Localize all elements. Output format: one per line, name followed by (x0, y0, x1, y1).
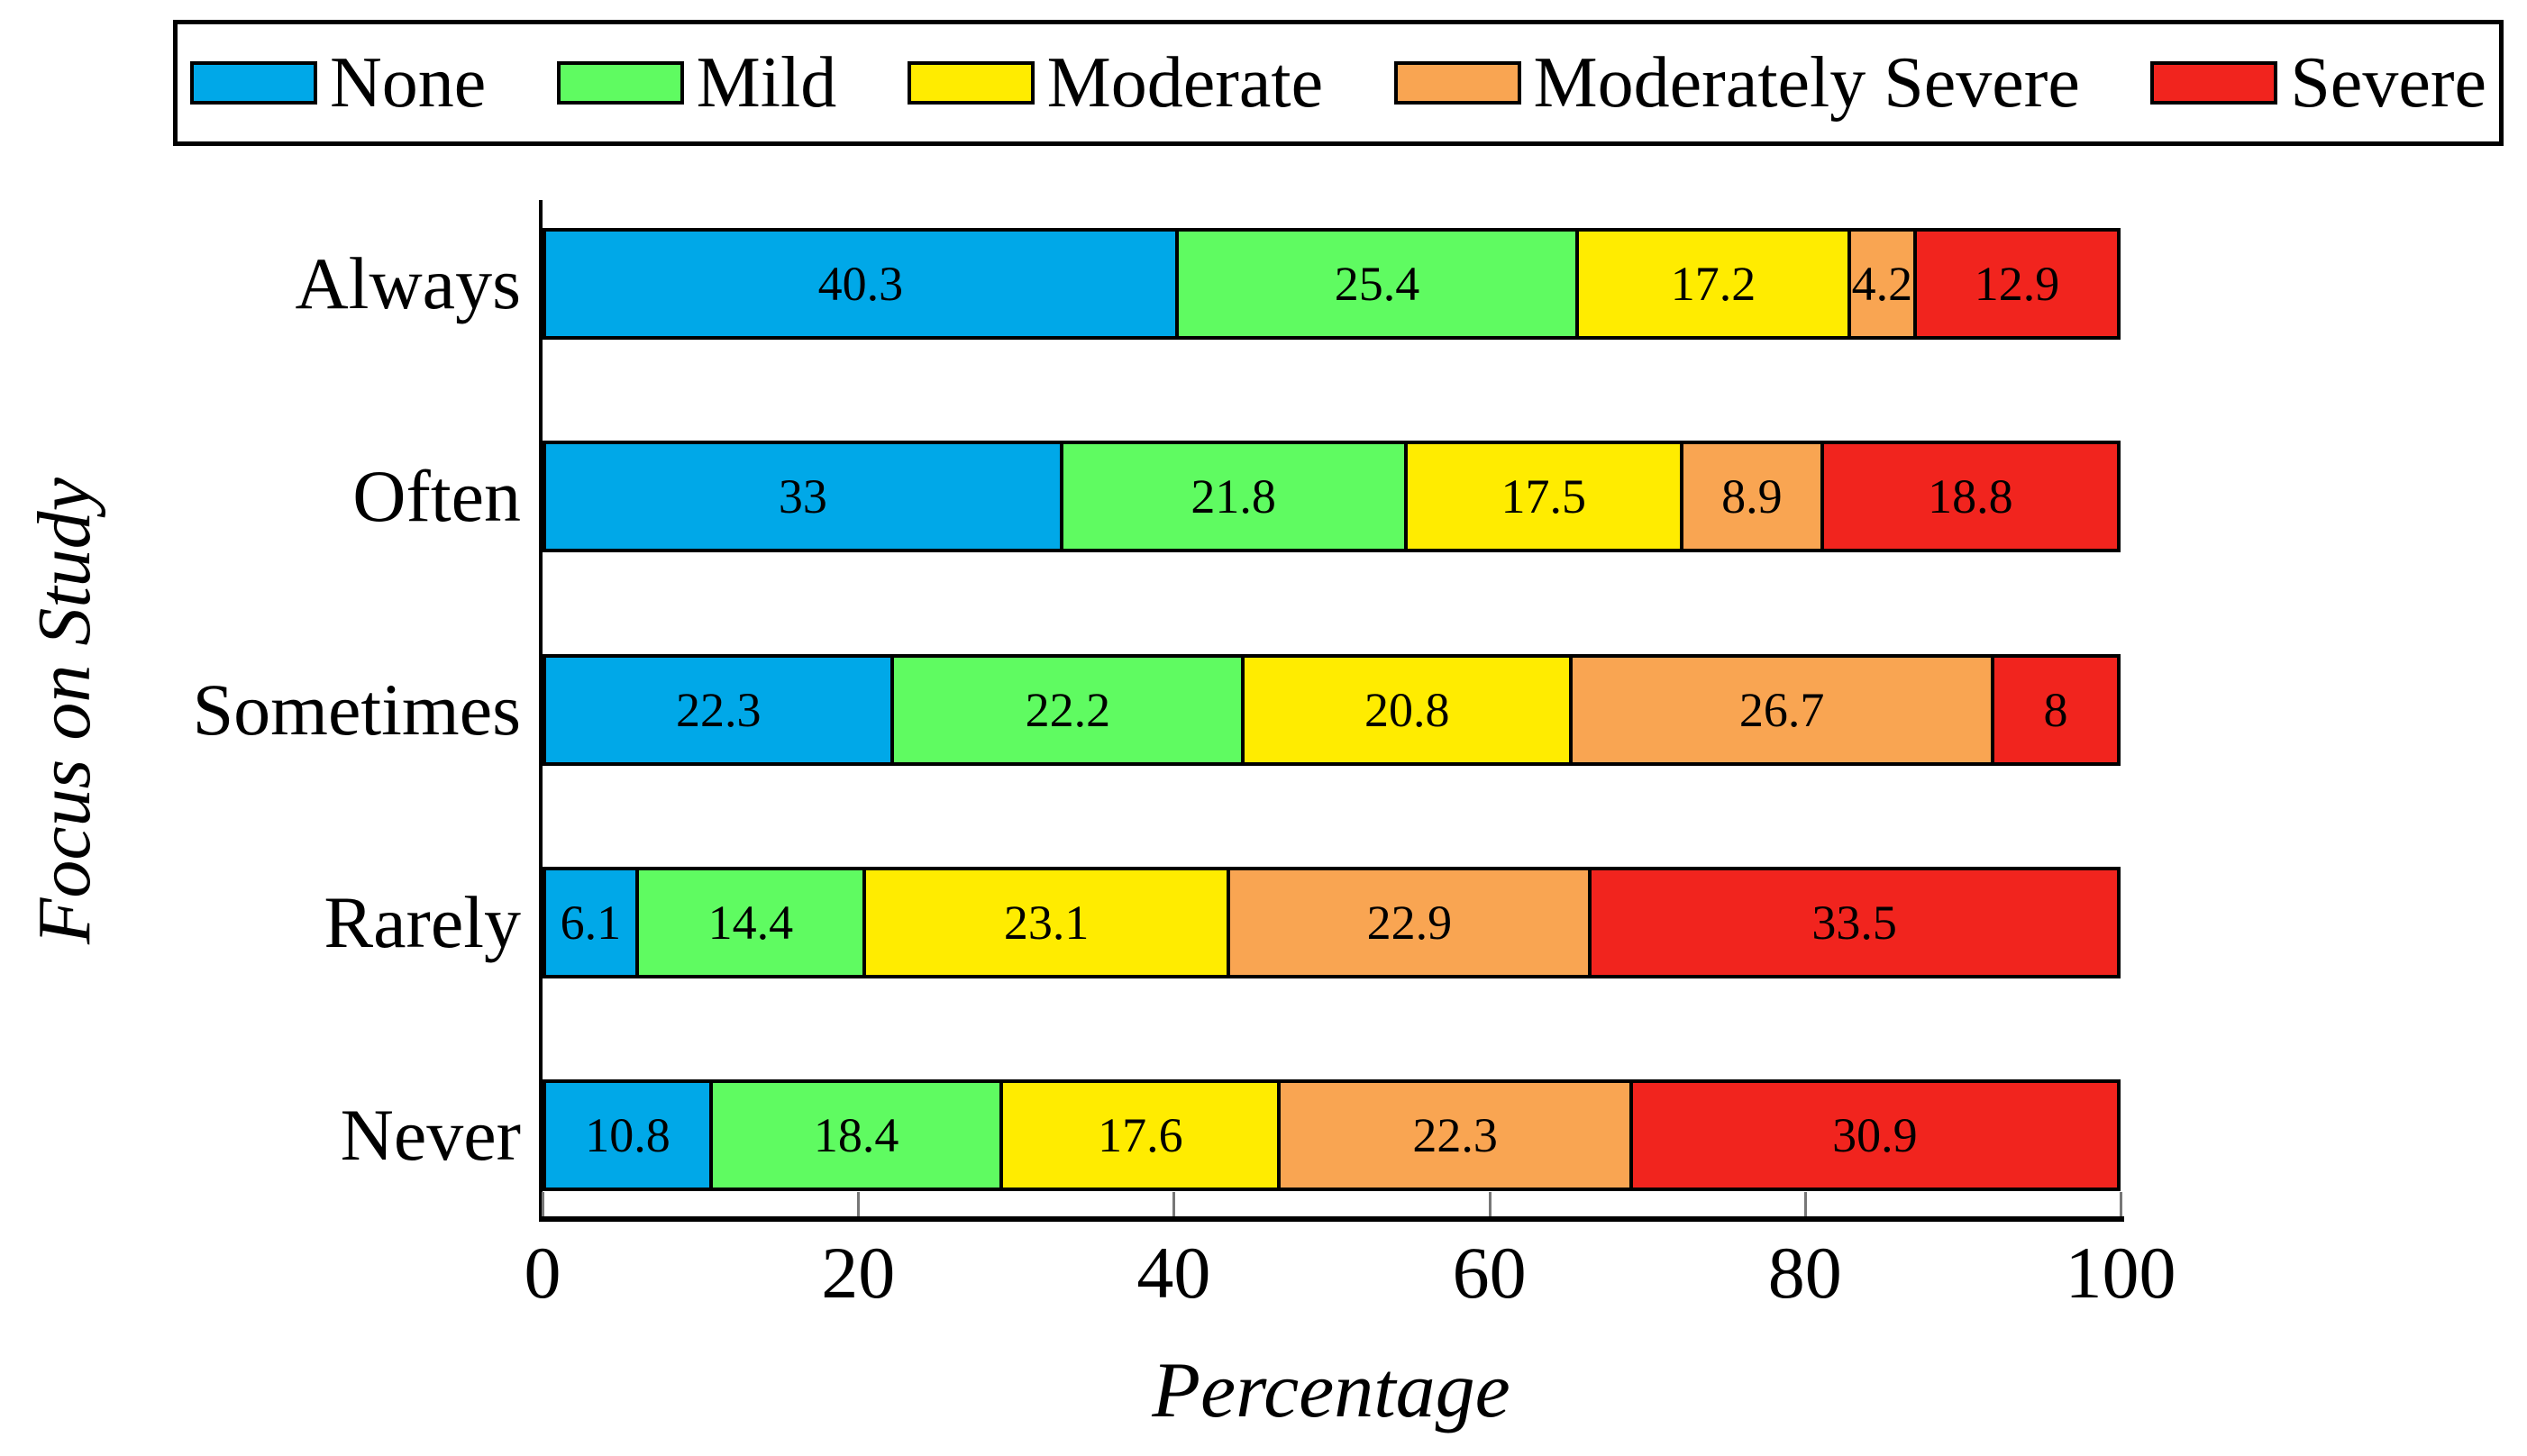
legend-box: None Mild Moderate Moderately Severe Severe (173, 20, 2504, 146)
bar-segment-never-moderately-severe: 22.3 (1277, 1079, 1633, 1191)
legend-item-moderate: Moderate (907, 43, 1324, 123)
bar-segment-often-moderate: 17.5 (1403, 441, 1683, 552)
legend-swatch-moderately-severe (1393, 61, 1521, 105)
x-tick-label-80: 80 (1767, 1232, 1842, 1314)
legend-item-moderately-severe: Moderately Severe (1393, 43, 2080, 123)
segment-value-label: 14.4 (707, 896, 794, 950)
bar-segment-sometimes-mild: 22.2 (890, 654, 1245, 766)
bar-segment-never-mild: 18.4 (709, 1079, 1004, 1191)
category-label-sometimes: Sometimes (192, 669, 521, 751)
segment-value-label: 22.3 (1412, 1108, 1498, 1162)
x-tick-label-0: 0 (524, 1232, 561, 1314)
category-label-often: Often (352, 455, 521, 537)
legend-swatch-none (190, 61, 317, 105)
bar-segment-always-moderately-severe: 4.2 (1847, 228, 1918, 340)
bar-row-sometimes: 22.3 22.2 20.8 26.7 8 (543, 654, 2121, 766)
segment-value-label: 25.4 (1334, 257, 1420, 311)
segment-value-label: 17.2 (1670, 257, 1756, 311)
segment-value-label: 8.9 (1721, 469, 1783, 523)
segment-value-label: 22.2 (1025, 683, 1111, 737)
legend-label: Moderate (1046, 43, 1324, 123)
x-tick-label-20: 20 (821, 1232, 896, 1314)
category-label-never: Never (340, 1094, 521, 1176)
bar-row-rarely: 6.1 14.4 23.1 22.9 33.5 (543, 867, 2121, 978)
bar-segment-often-moderately-severe: 8.9 (1679, 441, 1824, 552)
bar-segment-always-mild: 25.4 (1174, 228, 1580, 340)
segment-value-label: 18.4 (813, 1108, 899, 1162)
legend-label: Severe (2290, 43, 2486, 123)
bar-segment-often-mild: 21.8 (1059, 441, 1408, 552)
x-tick-mark-0 (542, 1192, 544, 1216)
segment-value-label: 22.9 (1366, 896, 1453, 950)
bar-segment-never-severe: 30.9 (1628, 1079, 2121, 1191)
x-tick-label-40: 40 (1136, 1232, 1211, 1314)
segment-value-label: 20.8 (1364, 683, 1450, 737)
bar-row-often: 33 21.8 17.5 8.9 18.8 (543, 441, 2121, 552)
bar-segment-never-moderate: 17.6 (999, 1079, 1282, 1191)
legend-swatch-mild (556, 61, 684, 105)
bar-segment-rarely-mild: 14.4 (634, 867, 866, 978)
segment-value-label: 10.8 (585, 1108, 671, 1162)
bar-segment-always-none: 40.3 (543, 228, 1179, 340)
segment-value-label: 12.9 (1974, 257, 2060, 311)
x-tick-mark-80 (1803, 1192, 1807, 1216)
segment-value-label: 17.5 (1501, 469, 1586, 523)
segment-value-label: 40.3 (817, 257, 904, 311)
bar-row-always: 40.3 25.4 17.2 4.2 12.9 (543, 228, 2121, 340)
segment-value-label: 4.2 (1851, 257, 1913, 311)
bar-segment-often-severe: 18.8 (1820, 441, 2121, 552)
legend-item-severe: Severe (2150, 47, 2486, 119)
bar-segment-always-moderate: 17.2 (1575, 228, 1851, 340)
segment-value-label: 21.8 (1191, 469, 1276, 523)
x-tick-mark-60 (1488, 1192, 1492, 1216)
legend-label: None (330, 43, 487, 123)
segment-value-label: 18.8 (1928, 469, 2013, 523)
segment-value-label: 8 (2043, 683, 2068, 737)
bar-row-never: 10.8 18.4 17.6 22.3 30.9 (543, 1079, 2121, 1191)
bar-segment-sometimes-none: 22.3 (543, 654, 895, 766)
x-axis-line (539, 1216, 2124, 1222)
category-label-rarely: Rarely (324, 881, 521, 963)
legend-swatch-moderate (907, 61, 1035, 105)
legend-item-mild: Mild (556, 43, 837, 123)
segment-value-label: 17.6 (1098, 1108, 1183, 1162)
bar-segment-sometimes-severe: 8 (1990, 654, 2121, 766)
legend-label: Mild (696, 43, 837, 123)
bar-segment-often-none: 33 (543, 441, 1063, 552)
legend-label: Moderately Severe (1533, 43, 2080, 123)
bar-segment-sometimes-moderately-severe: 26.7 (1569, 654, 1994, 766)
bar-segment-always-severe: 12.9 (1913, 228, 2121, 340)
bar-segment-rarely-severe: 33.5 (1588, 867, 2121, 978)
bar-segment-sometimes-moderate: 20.8 (1241, 654, 1574, 766)
x-tick-mark-40 (1172, 1192, 1176, 1216)
segment-value-label: 33 (778, 469, 827, 523)
category-label-always: Always (295, 242, 521, 324)
segment-value-label: 30.9 (1832, 1108, 1918, 1162)
plot-area: 40.3 25.4 17.2 4.2 12.9 33 21.8 17.5 8.9 18.8 22.3… (539, 200, 2124, 1222)
legend-item-none: None (190, 47, 486, 119)
segment-value-label: 26.7 (1738, 683, 1825, 737)
bar-segment-never-none: 10.8 (543, 1079, 714, 1191)
x-axis-title: Percentage (1152, 1347, 1510, 1434)
bar-segment-rarely-moderately-severe: 22.9 (1227, 867, 1592, 978)
x-tick-mark-100 (2120, 1192, 2122, 1216)
x-tick-mark-20 (857, 1192, 861, 1216)
segment-value-label: 23.1 (1003, 896, 1090, 950)
segment-value-label: 33.5 (1811, 896, 1897, 950)
bar-segment-rarely-none: 6.1 (543, 867, 639, 978)
bar-segment-rarely-moderate: 23.1 (862, 867, 1231, 978)
x-tick-label-100: 100 (2065, 1232, 2176, 1314)
legend-swatch-severe (2150, 61, 2278, 105)
x-tick-label-60: 60 (1452, 1232, 1527, 1314)
segment-value-label: 6.1 (560, 896, 622, 950)
segment-value-label: 22.3 (675, 683, 762, 737)
